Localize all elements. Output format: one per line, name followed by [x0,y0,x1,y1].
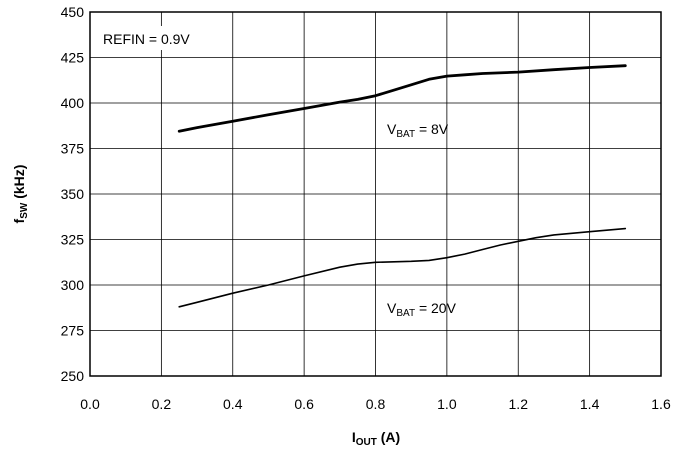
y-tick-label: 425 [61,50,85,66]
y-axis-label-unit: (kHz) [11,165,27,203]
x-tick-labels: 0.0 0.2 0.4 0.6 0.8 1.0 1.2 1.4 1.6 [80,396,671,412]
y-axis-label-main: f [11,218,27,223]
x-tick-label: 0.2 [152,396,172,412]
series-line-vbat-8v [177,64,627,133]
y-tick-label: 400 [61,95,85,111]
y-tick-label: 375 [61,141,85,157]
refin-label: REFIN = 0.9V [103,31,190,47]
series-label-8v-main: V [387,121,397,137]
series-line-vbat-20v [178,227,627,308]
series-label-20v-sub: BAT [396,308,415,319]
series-group [177,64,627,308]
plot-frame [89,11,662,377]
series-label-20v-rest: = 20V [415,300,457,316]
x-tick-label: 1.6 [651,396,671,412]
y-axis-label: fSW (kHz) [11,165,30,224]
x-tick-label: 1.0 [437,396,457,412]
y-tick-label: 350 [61,186,85,202]
x-tick-label: 0.8 [366,396,386,412]
y-tick-labels: 250 275 300 325 350 375 400 425 450 [61,4,85,384]
refin-label-background [96,26,214,50]
x-tick-label: 0.0 [80,396,100,412]
y-tick-label: 275 [61,323,85,339]
y-tick-label: 325 [61,232,85,248]
grid [90,12,661,376]
y-tick-label: 300 [61,277,85,293]
y-tick-label: 450 [61,4,85,20]
x-tick-label: 1.2 [509,396,529,412]
x-axis-label: IOUT (A) [352,429,400,448]
series-label-20v-main: V [387,300,397,316]
y-tick-label: 250 [61,368,85,384]
x-tick-label: 0.6 [294,396,314,412]
y-axis-label-sub: SW [19,202,30,219]
x-axis-label-unit: (A) [377,429,400,445]
series-label-8v-sub: BAT [396,129,415,140]
series-label-8v: VBAT = 8V [387,121,449,140]
x-axis-label-sub: OUT [356,437,377,448]
x-axis-label-main: I [352,429,356,445]
x-tick-label: 0.4 [223,396,243,412]
series-label-8v-rest: = 8V [415,121,449,137]
x-tick-label: 1.4 [580,396,600,412]
series-label-20v: VBAT = 20V [387,300,457,319]
